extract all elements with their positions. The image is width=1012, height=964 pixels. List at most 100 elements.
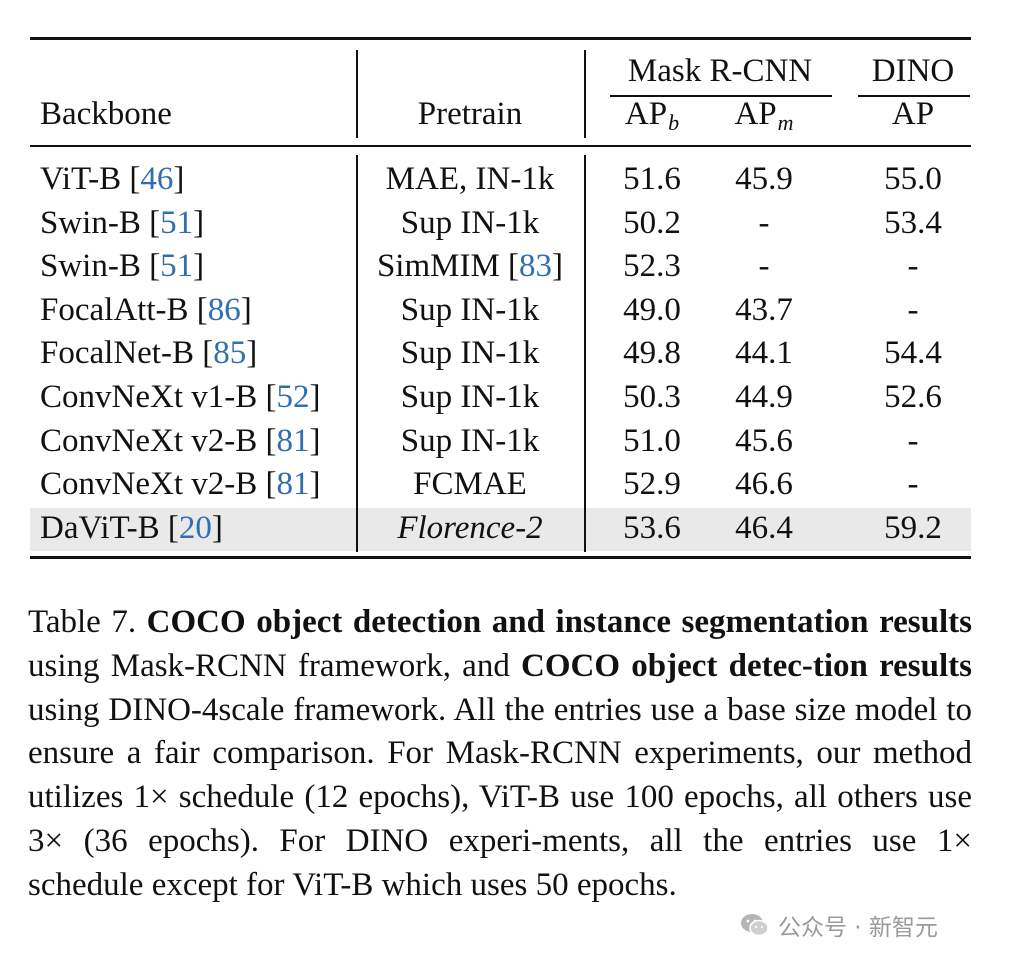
cell-ap: - [907, 248, 919, 285]
backbone-name: FocalNet-B [ [40, 335, 214, 372]
cell-apm: 44.9 [735, 379, 793, 415]
caption-bold-1: COCO object detection and instance segme… [146, 604, 972, 640]
header-ap-b-base: AP [624, 96, 668, 132]
cell-apb: 49.0 [623, 291, 681, 328]
cell-pretrain: Sup IN-1k [401, 203, 539, 243]
cell-backbone: Swin-B [51] [40, 203, 204, 243]
cell-backbone: ConvNeXt v1-B [52] [40, 377, 320, 417]
caption-bold-2: COCO object detec-tion results [521, 647, 972, 684]
citation-link[interactable]: 85 [213, 335, 247, 372]
backbone-name: Swin-B [ [40, 204, 161, 241]
citation-link[interactable]: 81 [276, 422, 310, 459]
cell-apm: 43.7 [735, 291, 793, 328]
cell-ap: - [907, 422, 919, 459]
cell-apb: 50.3 [623, 379, 681, 415]
column-divider-2 [584, 50, 586, 138]
backbone-name: DaViT-B [ [40, 509, 179, 546]
citation-link[interactable]: 51 [160, 204, 194, 241]
backbone-name: Swin-B [ [40, 248, 161, 285]
citation-close: ] [211, 509, 223, 546]
citation-close: ] [309, 466, 321, 503]
cell-backbone: ConvNeXt v2-B [81] [40, 464, 320, 504]
cell-backbone: Swin-B [51] [40, 246, 204, 286]
watermark-text: 公众号 · 新智元 [778, 915, 938, 941]
cell-pretrain: Florence-2 [397, 508, 542, 548]
cell-apm: - [758, 248, 770, 285]
pretrain-citation-link[interactable]: 83 [519, 248, 553, 285]
header-ap-m-base: AP [734, 96, 777, 132]
citation-close: ] [246, 335, 258, 372]
cell-ap: - [907, 291, 919, 328]
citation-close: ] [173, 161, 185, 197]
cell-pretrain: Sup IN-1k [401, 333, 539, 373]
header-ap-b-sub: b [668, 110, 680, 135]
dino-group-rule [858, 95, 970, 97]
backbone-name: FocalAtt-B [ [40, 291, 208, 328]
header-ap-b: APb [625, 94, 679, 143]
cell-pretrain: Sup IN-1k [401, 290, 539, 330]
cell-apb: 52.3 [623, 248, 681, 285]
pretrain-text: Florence-2 [397, 509, 543, 546]
pretrain-text: Sup IN-1k [400, 204, 540, 241]
table-caption: Table 7. COCO object detection and insta… [28, 601, 972, 908]
cell-ap: 52.6 [884, 379, 942, 415]
cell-apb: 50.2 [623, 204, 681, 241]
citation-link[interactable]: 20 [178, 509, 212, 546]
cell-apm: 46.6 [735, 466, 793, 503]
citation-link[interactable]: 51 [160, 248, 194, 285]
cell-pretrain: SimMIM [83] [377, 246, 563, 286]
cell-apm: - [758, 204, 770, 241]
header-bottom-rule [30, 145, 971, 147]
pretrain-text: Sup IN-1k [400, 422, 540, 459]
column-divider-1-body [356, 155, 358, 552]
header-group-dino: DINO [871, 53, 955, 89]
citation-link[interactable]: 52 [276, 379, 310, 415]
citation-close: ] [240, 291, 252, 328]
cell-apb: 53.6 [623, 509, 681, 546]
backbone-name: ConvNeXt v2-B [ [40, 466, 277, 503]
citation-link[interactable]: 81 [276, 466, 310, 503]
cell-apb: 51.0 [623, 422, 681, 459]
cell-apb: 51.6 [623, 161, 681, 197]
citation-close: ] [309, 422, 321, 459]
cell-backbone: DaViT-B [20] [40, 508, 223, 548]
pretrain-text: Sup IN-1k [400, 335, 540, 372]
cell-ap: 55.0 [884, 161, 942, 197]
cell-backbone: FocalAtt-B [86] [40, 290, 252, 330]
header-ap-m-sub: m [777, 110, 794, 135]
pretrain-text: SimMIM [ [376, 248, 520, 285]
cell-pretrain: FCMAE [413, 464, 527, 504]
table-top-rule [30, 37, 971, 40]
column-divider-2-body [584, 155, 586, 552]
backbone-name: ConvNeXt v2-B [ [40, 422, 277, 459]
pretrain-citation-close: ] [552, 248, 564, 285]
header-pretrain: Pretrain [417, 96, 523, 132]
table-bottom-rule [30, 556, 971, 559]
cell-apb: 49.8 [623, 335, 681, 372]
column-divider-1 [356, 50, 358, 138]
cell-ap: 53.4 [884, 204, 942, 241]
maskrcnn-group-rule [610, 95, 832, 97]
cell-ap: 59.2 [884, 509, 942, 546]
highlight-row-background [30, 508, 971, 551]
backbone-name: ViT-B [ [40, 161, 141, 197]
watermark: 公众号 · 新智元 [740, 908, 938, 942]
header-ap-m: APm [734, 94, 793, 143]
wechat-icon [741, 914, 769, 937]
cell-backbone: ViT-B [46] [40, 159, 184, 199]
citation-link[interactable]: 86 [207, 291, 241, 328]
cell-apm: 45.9 [735, 161, 793, 197]
caption-text-1: using Mask-RCNN framework, and [28, 647, 522, 684]
pretrain-text: Sup IN-1k [400, 379, 540, 415]
cell-pretrain: MAE, IN-1k [386, 159, 555, 199]
cell-ap: - [907, 466, 919, 503]
cell-apm: 46.4 [735, 509, 793, 546]
cell-apm: 44.1 [735, 335, 793, 372]
pretrain-text: Sup IN-1k [400, 291, 540, 328]
cell-pretrain: Sup IN-1k [401, 377, 539, 417]
citation-close: ] [193, 204, 205, 241]
cell-apb: 52.9 [623, 466, 681, 503]
citation-link[interactable]: 46 [140, 161, 174, 197]
pretrain-text: FCMAE [413, 466, 527, 503]
citation-close: ] [193, 248, 205, 285]
